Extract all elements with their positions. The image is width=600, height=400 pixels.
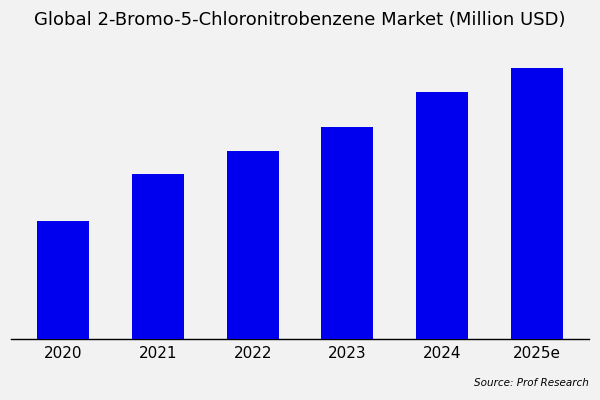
Bar [416, 92, 468, 339]
Bar [321, 127, 373, 339]
Bar [132, 174, 184, 339]
Bar [511, 68, 563, 339]
Title: Global 2-Bromo-5-Chloronitrobenzene Market (Million USD): Global 2-Bromo-5-Chloronitrobenzene Mark… [34, 11, 566, 29]
Text: Source: Prof Research: Source: Prof Research [474, 378, 589, 388]
Bar [37, 221, 89, 339]
Bar [227, 151, 279, 339]
